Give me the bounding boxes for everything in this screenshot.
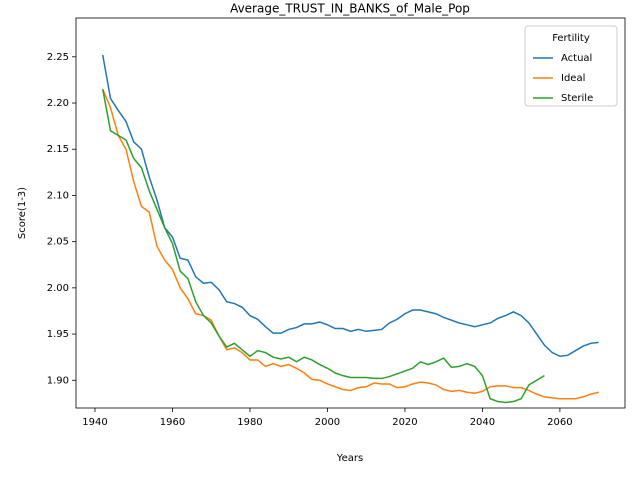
x-axis-label: Years — [336, 453, 363, 464]
y-tick-label: 1.90 — [47, 375, 69, 386]
y-tick-label: 2.15 — [47, 144, 69, 155]
x-tick-label: 2040 — [470, 417, 495, 428]
x-tick-label: 1940 — [82, 417, 107, 428]
x-tick-label: 1960 — [160, 417, 185, 428]
chart-title: Average_TRUST_IN_BANKS_of_Male_Pop — [230, 2, 470, 16]
y-tick-label: 2.10 — [47, 190, 69, 201]
y-tick-label: 1.95 — [47, 329, 69, 340]
x-tick-label: 2000 — [315, 417, 340, 428]
series-line — [102, 88, 599, 400]
legend-title: Fertility — [552, 33, 590, 44]
y-tick-label: 2.05 — [47, 237, 69, 248]
y-tick-label: 2.25 — [47, 52, 69, 63]
series-line — [101, 89, 545, 404]
y-tick-label: 2.20 — [47, 98, 69, 109]
series-line — [101, 54, 599, 358]
x-tick-label: 2060 — [547, 417, 572, 428]
plot-frame — [75, 17, 626, 409]
legend-label: Ideal — [561, 73, 585, 84]
x-tick-label: 1980 — [237, 417, 262, 428]
legend-label: Sterile — [561, 93, 593, 104]
legend-label: Actual — [561, 53, 592, 64]
legend-box — [524, 25, 618, 107]
x-tick-label: 2020 — [392, 417, 417, 428]
y-axis-label: Score(1-3) — [17, 187, 28, 239]
y-tick-label: 2.00 — [47, 283, 69, 294]
